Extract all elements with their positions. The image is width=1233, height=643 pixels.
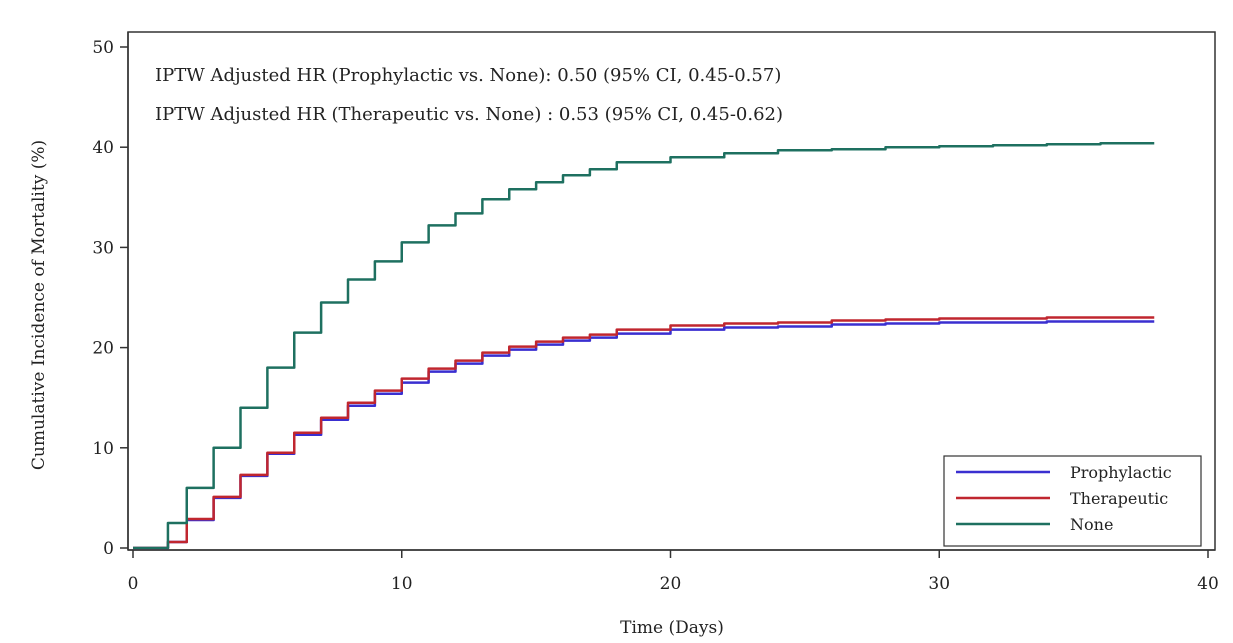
series-line-therapeutic [133, 316, 1155, 550]
legend-label-prophylactic: Prophylactic [1070, 463, 1172, 482]
y-tick-label: 0 [103, 539, 114, 559]
annotation-therapeutic-hr: IPTW Adjusted HR (Therapeutic vs. None) … [155, 104, 783, 125]
annotation-prophylactic-hr: IPTW Adjusted HR (Prophylactic vs. None)… [155, 65, 781, 86]
y-tick-label: 20 [92, 339, 114, 359]
series-layer [133, 141, 1155, 550]
series-line-none [133, 141, 1155, 550]
x-axis-ticks: 0 10 20 30 40 [128, 550, 1219, 594]
y-axis-ticks: 0 10 20 30 40 50 [92, 38, 128, 559]
legend-label-therapeutic: Therapeutic [1070, 489, 1168, 508]
y-axis-title: Cumulative Incidence of Mortality (%) [29, 140, 49, 470]
legend-label-none: None [1070, 515, 1113, 534]
x-tick-label: 30 [928, 574, 950, 594]
y-tick-label: 50 [92, 38, 114, 58]
x-tick-label: 40 [1197, 574, 1219, 594]
legend: Prophylactic Therapeutic None [943, 455, 1202, 547]
y-tick-label: 10 [92, 439, 114, 459]
x-tick-label: 0 [128, 574, 139, 594]
x-tick-label: 20 [660, 574, 682, 594]
x-axis-title: Time (Days) [620, 618, 724, 638]
y-tick-label: 30 [92, 238, 114, 258]
y-tick-label: 40 [92, 138, 114, 158]
x-tick-label: 10 [391, 574, 413, 594]
